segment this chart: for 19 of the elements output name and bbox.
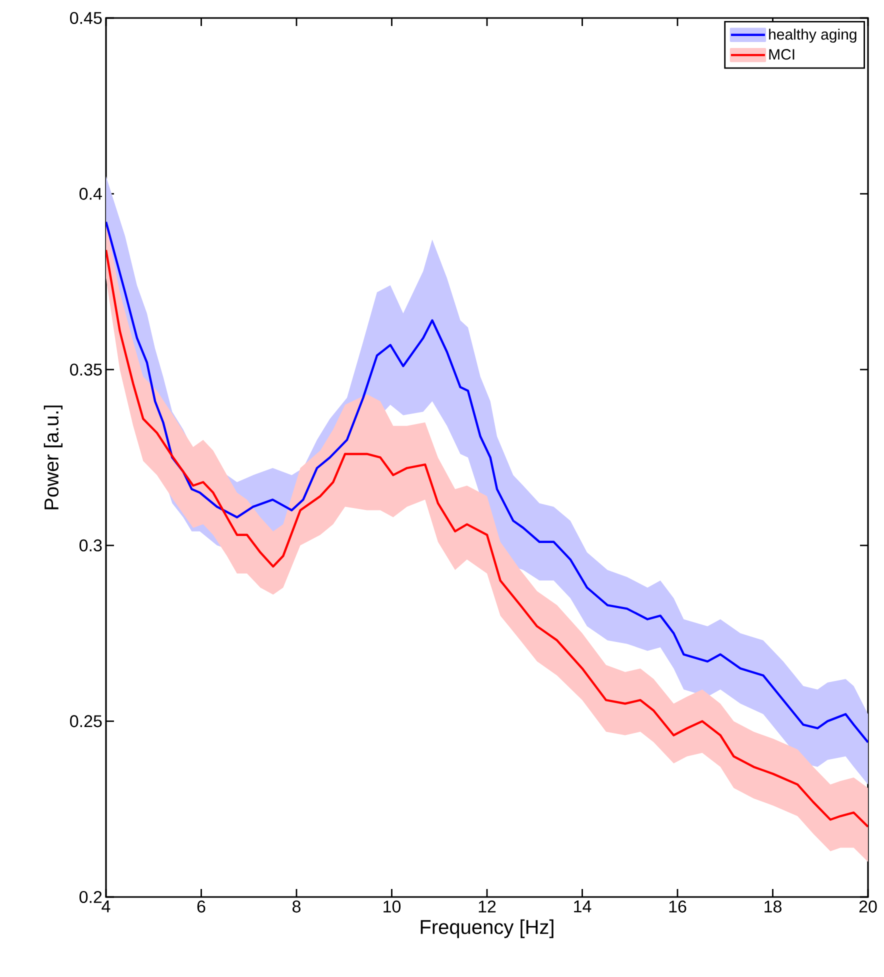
- x-tick-label: 14: [574, 900, 592, 912]
- x-tick-label: 4: [102, 900, 110, 912]
- legend-label: healthy aging: [769, 28, 856, 43]
- x-tick-label: 10: [384, 900, 401, 913]
- x-tick-label: 18: [764, 900, 782, 913]
- x-tick-label: 12: [478, 900, 496, 912]
- x-axis-title: Frequency [Hz]: [420, 919, 554, 938]
- legend-label: MCI: [769, 49, 794, 60]
- y-tick-label: 0.45: [70, 12, 102, 24]
- y-axis-title: Power [a.u.]: [44, 406, 63, 510]
- x-tick-label: 20: [859, 900, 877, 913]
- x-tick-label: 16: [669, 900, 686, 913]
- y-tick-label: 0.25: [70, 715, 102, 728]
- y-tick-label: 0.3: [79, 539, 102, 552]
- x-tick-label: 6: [197, 900, 206, 913]
- y-tick-label: 0.2: [79, 890, 102, 904]
- x-tick-label: 8: [292, 900, 300, 913]
- y-tick-label: 0.35: [70, 364, 102, 376]
- y-tick-label: 0.4: [79, 188, 102, 200]
